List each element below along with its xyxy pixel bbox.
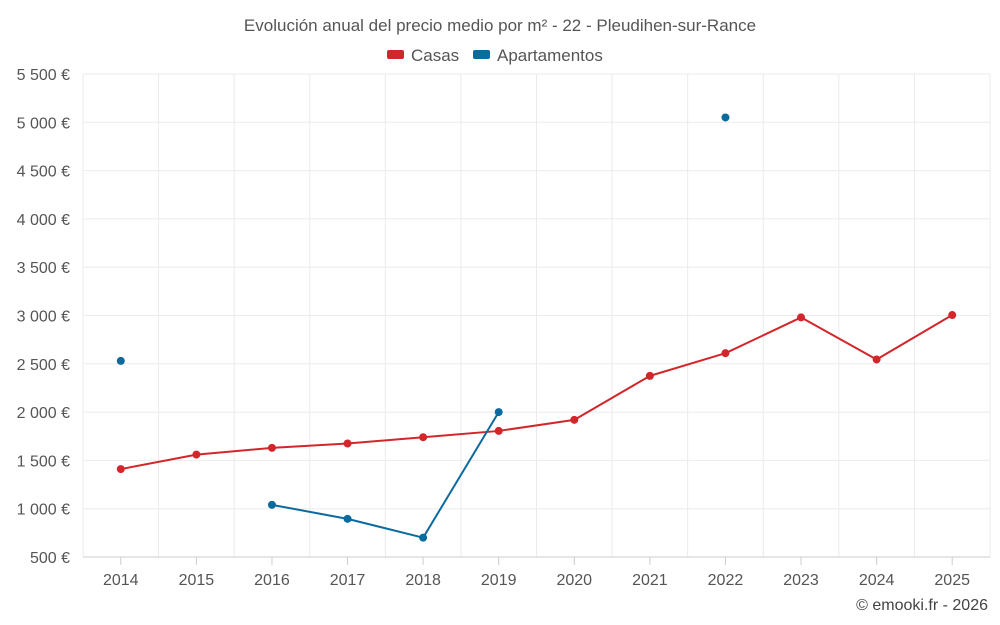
data-point-apartamentos-2019[interactable]: [494, 408, 503, 417]
y-tick-label: 1 000 €: [17, 502, 70, 519]
series-line-apartamentos: [271, 411, 500, 539]
y-tick-label: 5 000 €: [17, 115, 70, 132]
y-tick-label: 4 000 €: [17, 212, 70, 229]
data-point-casas-2022[interactable]: [721, 349, 730, 358]
data-point-apartamentos-2017[interactable]: [343, 514, 352, 523]
x-gridlines: [82, 74, 991, 557]
series-line-casas: [120, 314, 953, 471]
x-tick-label: 2015: [179, 572, 215, 589]
y-tick-label: 3 000 €: [17, 309, 70, 326]
y-tick-label: 2 000 €: [17, 405, 70, 422]
legend-swatch-casas: [387, 50, 404, 59]
legend-label-casas: Casas: [411, 46, 459, 65]
data-point-casas-2023[interactable]: [797, 313, 806, 322]
data-point-apartamentos-2022[interactable]: [721, 113, 730, 122]
y-tick-label: 1 500 €: [17, 453, 70, 470]
data-point-casas-2020[interactable]: [570, 415, 579, 424]
x-tick-label: 2022: [708, 572, 744, 589]
data-point-casas-2015[interactable]: [192, 450, 201, 459]
legend-item-apartamentos[interactable]: Apartamentos: [473, 46, 603, 65]
y-tick-label: 4 500 €: [17, 164, 70, 181]
x-tick-label: 2019: [481, 572, 517, 589]
x-tick-label: 2016: [254, 572, 290, 589]
data-point-casas-2024[interactable]: [872, 355, 881, 364]
series-casas: [116, 311, 957, 474]
data-point-casas-2019[interactable]: [494, 426, 503, 435]
data-point-casas-2021[interactable]: [645, 371, 654, 380]
x-tick-label: 2017: [330, 572, 366, 589]
x-tick-label: 2021: [632, 572, 668, 589]
y-tick-label: 500 €: [30, 550, 70, 567]
x-tick-label: 2018: [405, 572, 441, 589]
x-axis-ticks: 2014 2015 2016 2017 2018 2019 2020 2021 2022 2023…: [103, 557, 970, 589]
data-point-apartamentos-2014[interactable]: [116, 356, 125, 365]
x-tick-label: 2023: [783, 572, 819, 589]
x-tick-label: 2025: [934, 572, 970, 589]
y-tick-label: 3 500 €: [17, 260, 70, 277]
data-point-apartamentos-2018[interactable]: [419, 533, 428, 542]
x-tick-label: 2024: [859, 572, 895, 589]
series-apartamentos: [116, 113, 730, 542]
legend: Casas Apartamentos: [387, 46, 603, 65]
x-tick-label: 2020: [556, 572, 592, 589]
chart-title: Evolución anual del precio medio por m² …: [244, 16, 756, 35]
data-point-casas-2025[interactable]: [948, 311, 957, 320]
legend-item-casas[interactable]: Casas: [387, 46, 459, 65]
data-point-apartamentos-2016[interactable]: [267, 500, 276, 509]
data-point-casas-2017[interactable]: [343, 439, 352, 448]
x-tick-label: 2014: [103, 572, 139, 589]
y-axis-ticks: 500 € 1 000 € 1 500 € 2 000 € 2 500 € 3 000 €…: [17, 67, 70, 567]
y-tick-label: 2 500 €: [17, 357, 70, 374]
series-layer: [116, 113, 957, 542]
y-tick-label: 5 500 €: [17, 67, 70, 84]
credit-text: © emooki.fr - 2026: [856, 597, 988, 614]
data-point-casas-2018[interactable]: [419, 433, 428, 442]
legend-label-apartamentos: Apartamentos: [497, 46, 603, 65]
data-point-casas-2014[interactable]: [116, 465, 125, 474]
data-point-casas-2016[interactable]: [267, 443, 276, 452]
legend-swatch-apartamentos: [473, 50, 490, 59]
